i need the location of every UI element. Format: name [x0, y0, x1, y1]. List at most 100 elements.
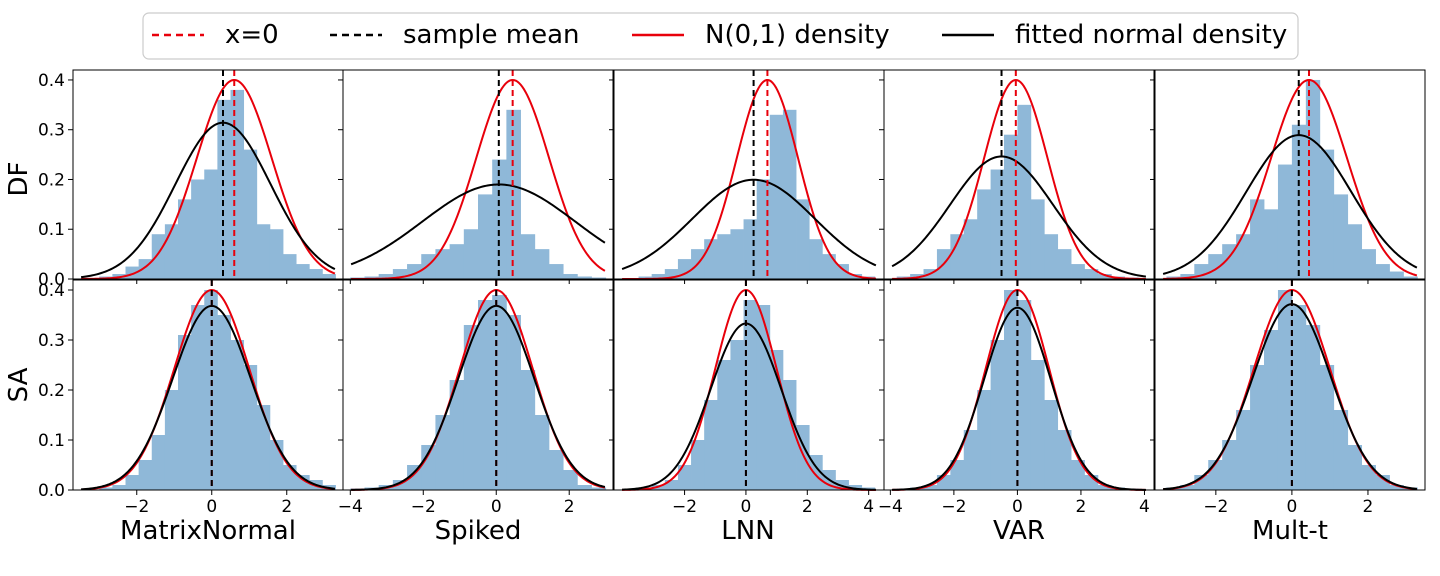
column-label-lnn: LNN	[721, 516, 774, 546]
y-tick-label: 0.3	[38, 121, 65, 141]
x-tick-label: 2	[564, 497, 575, 517]
histogram-bar	[963, 219, 978, 279]
histogram-bar	[1347, 445, 1363, 490]
fitted-density-curve	[351, 304, 606, 491]
histogram-bar	[1071, 460, 1085, 490]
histogram-bar	[1264, 209, 1279, 279]
histogram-bar	[1071, 264, 1085, 279]
panel-frame	[342, 69, 614, 280]
panel-sa-mult-t: −2 0 2	[1150, 279, 1426, 517]
histogram-bar	[1208, 254, 1223, 279]
histogram-bar	[691, 440, 705, 490]
histogram-bar	[822, 254, 836, 279]
panels: 0.00.10.20.30.40.00.10.20.30.4−2 0 2 −4 −2 0 2…	[38, 69, 1426, 517]
histogram-bar	[704, 239, 718, 279]
y-tick-label: 0.1	[38, 431, 65, 451]
histogram-bar	[506, 109, 521, 279]
histogram-bar	[1389, 485, 1404, 490]
histogram-bar	[309, 269, 323, 279]
histogram-bar	[1004, 134, 1018, 279]
fitted-density-curve	[622, 322, 876, 491]
panel-frame	[883, 279, 1155, 491]
histogram-bar	[664, 269, 679, 279]
y-tick-label: 0.1	[38, 220, 65, 240]
histogram-bar	[421, 254, 436, 279]
x-tick-label: 2	[281, 497, 292, 517]
panel-sa-lnn: −2 0 2 4	[609, 279, 885, 517]
histogram-bar	[769, 114, 784, 279]
histogram-bar	[378, 274, 394, 279]
x-tick-label: 2	[1363, 497, 1374, 517]
histogram-bar	[478, 300, 493, 490]
histogram-bar	[638, 276, 653, 279]
histogram-bar	[151, 435, 166, 490]
histogram-bar	[392, 269, 408, 279]
histogram-bar	[283, 254, 297, 279]
x-tick-label: −2	[411, 497, 436, 517]
histogram-bar	[1333, 194, 1349, 279]
fitted-density-curve	[621, 178, 877, 270]
histogram-bar	[950, 234, 965, 279]
histogram-bar	[796, 425, 810, 490]
histogram-bar	[1030, 199, 1045, 279]
legend-label-fitted: fitted normal density	[1015, 20, 1287, 50]
legend-label-sample-mean: sample mean	[403, 20, 580, 50]
histogram-bar	[1236, 234, 1251, 279]
panel-sa-matrixnormal: 0.0 0.1 0.2 0.3 0.4 −2 0 2	[38, 279, 344, 517]
histogram-bar	[463, 229, 479, 279]
legend: x=0 sample mean N(0,1) density fitted no…	[142, 12, 1299, 60]
histogram-bar	[151, 234, 166, 279]
x-tick-label: 2	[802, 497, 813, 517]
histogram-bar	[1084, 269, 1099, 279]
histogram-bar	[743, 300, 758, 490]
histogram-bar	[743, 219, 758, 279]
histogram-bar	[1250, 365, 1265, 490]
histogram-bar	[1044, 234, 1059, 279]
histogram-bar	[191, 305, 205, 490]
histogram-bar	[1097, 485, 1112, 490]
histogram-bar	[704, 400, 718, 490]
panel-df-var	[879, 69, 1155, 284]
histogram-bar	[243, 149, 258, 279]
histogram-bar	[1333, 410, 1349, 490]
histogram-bar	[591, 487, 607, 490]
x-tick-label: 4	[1139, 497, 1150, 517]
histogram-bar	[1097, 274, 1112, 279]
histogram-bar	[492, 295, 507, 490]
histogram-bar	[191, 179, 205, 279]
histogram-bar	[577, 485, 592, 490]
histogram-bar	[990, 340, 1005, 490]
n01-density-curve	[81, 78, 336, 280]
histogram-bar	[256, 405, 271, 490]
histogram-bar	[112, 485, 126, 490]
histogram-bar	[1250, 199, 1265, 279]
histogram-bar	[283, 465, 297, 490]
histogram-bar	[296, 264, 310, 279]
histogram-bar	[950, 460, 965, 490]
histogram-bar	[1389, 271, 1404, 279]
histogram-bar	[217, 315, 231, 490]
n01-density-curve	[892, 78, 1146, 280]
row-label-sa: SA	[4, 367, 34, 402]
fitted-density-curve	[891, 155, 1147, 278]
histogram-bar	[1305, 79, 1321, 279]
row-label-df: DF	[4, 162, 34, 197]
histogram-bar	[717, 360, 731, 490]
histogram-bar	[435, 249, 451, 279]
legend-frame	[142, 12, 1299, 60]
legend-label-n01: N(0,1) density	[705, 20, 890, 50]
y-tick-label: 0.2	[38, 381, 65, 401]
histogram-bar	[563, 470, 578, 490]
panel-sa-spiked: −4 −2 0 2	[338, 279, 614, 517]
histogram-bar	[256, 224, 271, 279]
histogram-bar	[1403, 276, 1418, 279]
histogram-bar	[230, 89, 245, 280]
histogram-bar	[178, 335, 192, 490]
histogram-bar	[651, 274, 666, 279]
histogram-bar	[1017, 104, 1032, 279]
panel-sa-var: −4 −2 0 2 4	[878, 279, 1155, 517]
x-tick-label: 0	[1012, 497, 1023, 517]
panel-frame	[883, 69, 1155, 280]
x-tick-label: 0	[491, 497, 502, 517]
histogram-bar	[164, 390, 179, 490]
